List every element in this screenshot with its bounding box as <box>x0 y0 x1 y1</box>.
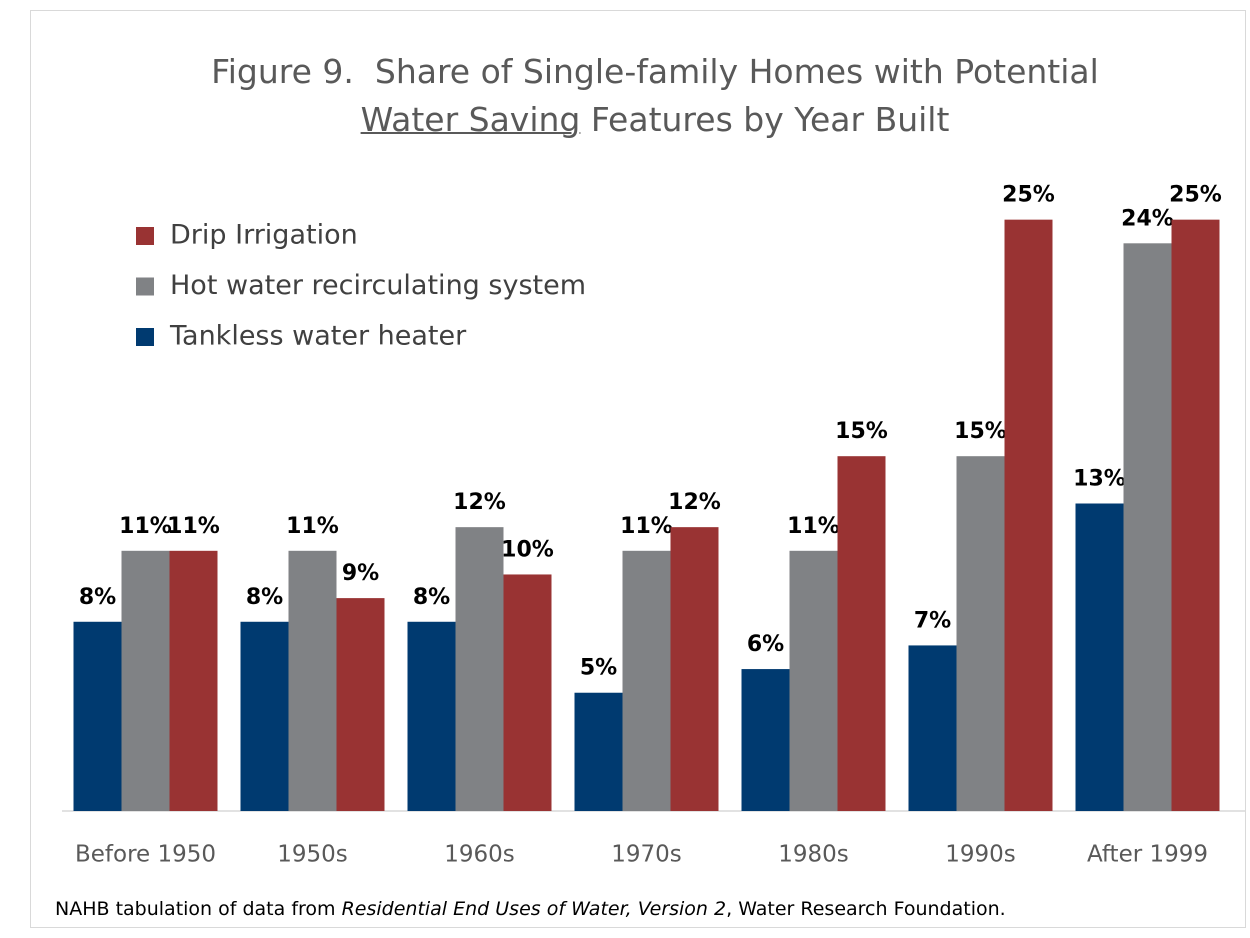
x-tick-label: 1990s <box>945 842 1016 868</box>
bar <box>407 621 456 811</box>
source-text: NAHB tabulation of data from <box>55 898 342 920</box>
chart-title: Figure 9. Share of Single-family Homes w… <box>30 48 1250 144</box>
title-underlined: Water Saving <box>360 100 581 139</box>
x-tick-label: Before 1950 <box>75 842 216 868</box>
legend-swatch <box>136 277 154 296</box>
data-label: 8% <box>79 585 116 610</box>
data-label: 15% <box>835 419 888 444</box>
x-tick-label: 1950s <box>277 842 348 868</box>
bar <box>741 669 790 811</box>
x-tick-label: 1960s <box>444 842 515 868</box>
data-label: 11% <box>286 514 339 539</box>
x-tick-label: After 1999 <box>1087 842 1208 868</box>
bar <box>503 574 552 811</box>
bar <box>455 527 504 811</box>
data-label: 12% <box>668 490 721 515</box>
data-label: 6% <box>747 632 784 657</box>
bar <box>1171 219 1220 812</box>
bar <box>670 527 719 811</box>
data-label: 8% <box>413 585 450 610</box>
legend-swatch <box>136 227 154 245</box>
bar <box>336 598 385 811</box>
bar <box>908 645 957 811</box>
bar <box>956 456 1005 811</box>
bar <box>240 621 289 811</box>
data-label: 11% <box>620 514 673 539</box>
source-title: Residential End Uses of Water, Version 2 <box>341 898 727 920</box>
legend-label: Tankless water heater <box>169 321 467 352</box>
data-label: 5% <box>580 656 617 681</box>
x-tick-label: 1970s <box>611 842 682 868</box>
source-text: , Water Research Foundation. <box>726 898 1006 920</box>
legend-label: Drip Irrigation <box>170 220 358 251</box>
frame <box>30 10 1246 928</box>
bar <box>1004 219 1053 812</box>
bar <box>121 550 170 811</box>
bar <box>837 456 886 811</box>
source-note: NAHB tabulation of data from Residential… <box>55 898 1006 920</box>
title-rest: Features by Year Built <box>580 100 950 139</box>
bar <box>574 692 623 811</box>
data-label: 10% <box>501 537 554 562</box>
legend-label: Hot water recirculating system <box>170 270 586 301</box>
data-label: 9% <box>342 561 379 586</box>
data-label: 25% <box>1002 183 1055 208</box>
legend-swatch <box>136 328 154 346</box>
data-label: 11% <box>787 514 840 539</box>
data-label: 11% <box>119 514 172 539</box>
bar <box>73 621 122 811</box>
data-label: 7% <box>914 608 951 633</box>
bar <box>288 550 337 811</box>
data-label: 13% <box>1073 467 1126 492</box>
data-label: 15% <box>954 419 1007 444</box>
bar <box>1075 503 1124 811</box>
data-label: 25% <box>1169 183 1222 208</box>
title-line: Figure 9. Share of Single-family Homes w… <box>211 52 1099 91</box>
data-label: 12% <box>453 490 506 515</box>
bar <box>789 550 838 811</box>
bar <box>1123 243 1172 812</box>
data-label: 8% <box>246 585 283 610</box>
data-label: 11% <box>167 514 220 539</box>
bar <box>622 550 671 811</box>
bar <box>169 550 218 811</box>
data-label: 24% <box>1121 206 1174 231</box>
x-tick-label: 1980s <box>778 842 849 868</box>
